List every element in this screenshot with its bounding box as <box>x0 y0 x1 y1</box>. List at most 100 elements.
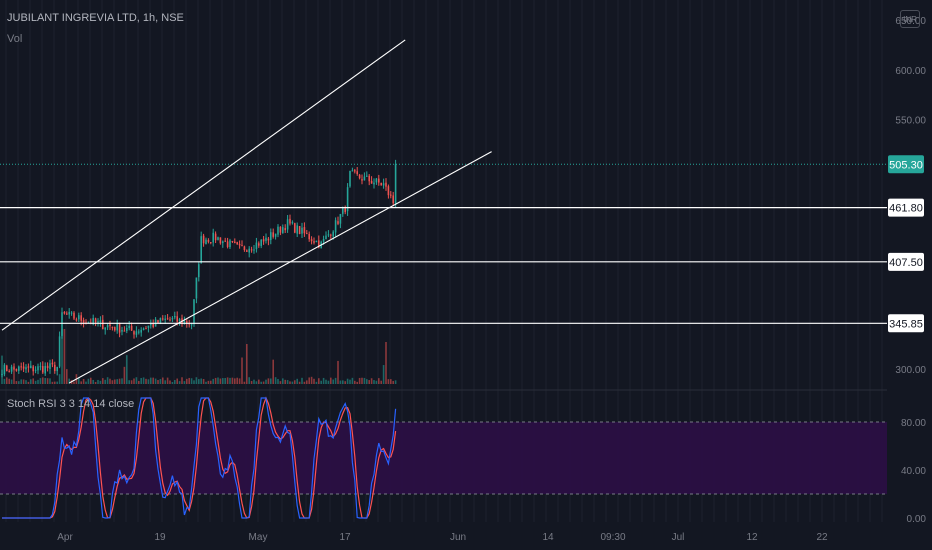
candle-body <box>260 239 262 247</box>
volume-bar <box>315 381 318 384</box>
volume-bar <box>118 378 121 384</box>
candle-body <box>109 324 111 327</box>
price-tick-label: 650.00 <box>895 16 926 27</box>
volume-bar <box>210 380 212 384</box>
volume-bar <box>97 379 99 384</box>
volume-bar <box>92 379 94 384</box>
candle-body <box>226 241 229 247</box>
candle-body <box>116 323 118 331</box>
candle-body <box>212 232 214 243</box>
volume-bar <box>39 378 42 384</box>
candle-body <box>1 374 3 376</box>
candle-body <box>70 312 73 314</box>
stoch-tick-label: 80.00 <box>901 418 926 429</box>
candle-body <box>133 331 135 335</box>
candle-body <box>344 208 346 213</box>
candle-body <box>46 365 49 369</box>
volume-bar <box>37 379 39 384</box>
volume-bar <box>186 378 188 384</box>
volume-bar <box>332 379 334 384</box>
candle-body <box>205 239 207 245</box>
currency-badge[interactable]: INR <box>900 10 920 28</box>
candle-body <box>375 178 378 183</box>
volume-bar <box>154 378 157 384</box>
volume-bar <box>123 366 126 384</box>
candle-body <box>13 367 15 369</box>
candle-body <box>219 237 222 244</box>
candle-body <box>366 175 368 177</box>
volume-bar <box>178 381 181 384</box>
candle-body <box>152 323 154 327</box>
volume-bar <box>255 381 258 384</box>
candle-body <box>56 366 58 372</box>
candle-body <box>32 366 34 372</box>
volume-bar <box>15 381 18 384</box>
volume-bar <box>205 381 207 384</box>
candle-body <box>54 364 56 371</box>
candle-body <box>142 328 145 331</box>
candle-body <box>202 235 205 244</box>
candle-body <box>159 318 162 323</box>
volume-bar <box>392 380 394 384</box>
candle-body <box>217 237 219 240</box>
candle-body <box>138 331 140 333</box>
candle-body <box>27 366 30 368</box>
trendline-upper-channel <box>1 39 406 331</box>
volume-bar <box>262 381 265 384</box>
time-tick-label: 17 <box>339 532 351 543</box>
volume-bar <box>226 377 229 384</box>
volume-bar <box>142 377 145 384</box>
volume-bar <box>217 377 219 384</box>
candle-body <box>380 182 382 186</box>
candle-body <box>234 241 236 244</box>
candle-body <box>298 226 301 235</box>
volume-bar <box>61 329 63 384</box>
volume-bar <box>358 377 361 384</box>
price-tick-label: 550.00 <box>895 116 926 127</box>
volume-bar <box>394 380 397 384</box>
level-label: 461.80 <box>889 203 923 215</box>
candle-body <box>200 236 202 264</box>
price-axis: 650.00 600.00 550.00 300.00 <box>895 16 926 376</box>
candle-body <box>370 180 373 184</box>
candle-body <box>135 331 138 335</box>
candle-body <box>123 330 126 332</box>
volume-bar <box>200 378 202 384</box>
volume-bar <box>30 379 32 384</box>
candle-body <box>262 239 265 242</box>
volume-bar <box>145 378 147 384</box>
candle-body <box>102 319 104 330</box>
candle-body <box>385 182 387 187</box>
volume-bar <box>147 379 150 384</box>
candle-body <box>193 299 195 325</box>
candle-body <box>78 315 80 320</box>
candle-body <box>284 228 286 231</box>
volume-bar <box>190 378 193 384</box>
candle-body <box>207 240 210 242</box>
volume-bar <box>109 378 111 384</box>
trendline-lower-channel <box>68 151 492 384</box>
volume-bar <box>27 381 30 384</box>
volume-bar <box>171 381 174 384</box>
candle-body <box>361 179 363 181</box>
volume-bar <box>166 377 169 384</box>
candle-body <box>241 245 243 247</box>
volume-bar <box>78 377 80 384</box>
volume-bar <box>234 378 236 384</box>
candle-body <box>66 313 68 315</box>
volume-bar <box>294 380 296 384</box>
candle-body <box>337 221 339 224</box>
candle-body <box>363 176 366 181</box>
candle-body <box>291 222 294 224</box>
stoch-tick-label: 40.00 <box>901 466 926 477</box>
stoch-band <box>0 422 887 494</box>
volume-bar <box>296 378 298 384</box>
volume-bar <box>87 378 90 384</box>
volume-bar <box>3 378 6 384</box>
candle-body <box>147 325 150 328</box>
candle-body <box>351 170 354 172</box>
volume-bar <box>286 380 289 384</box>
candle-body <box>308 233 310 240</box>
volume-bar <box>126 355 128 384</box>
